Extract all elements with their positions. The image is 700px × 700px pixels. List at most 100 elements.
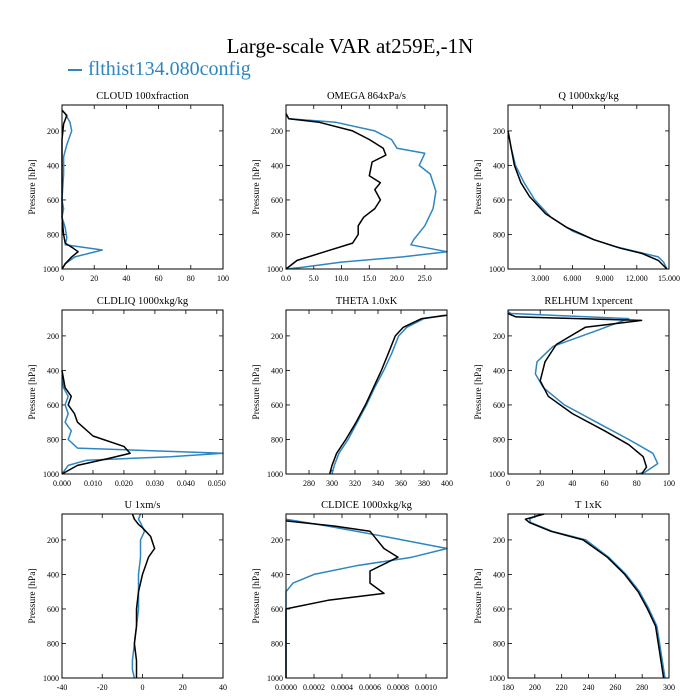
plot-frame bbox=[285, 513, 448, 679]
y-tick-label: 600 bbox=[271, 605, 283, 614]
y-tick-label: 600 bbox=[47, 401, 59, 410]
x-tick-label: 0.0006 bbox=[359, 683, 381, 692]
y-axis-label: Pressure [hPa] bbox=[474, 364, 484, 419]
x-tick-label: 0.0010 bbox=[415, 683, 437, 692]
x-tick-label: 0.000 bbox=[53, 479, 71, 488]
x-tick-label: 20.0 bbox=[390, 274, 404, 283]
y-tick-label: 800 bbox=[271, 230, 283, 239]
chart-panel: OMEGA 864xPa/s Pressure [hPa] 0.0 5.0 10.0 15… bbox=[252, 91, 448, 283]
chart-panel: T 1xK Pressure [hPa] 180 200 220 240 260 280 300… bbox=[474, 500, 675, 692]
y-tick-label: 1000 bbox=[43, 265, 59, 274]
x-tick-label: 0.020 bbox=[115, 479, 133, 488]
series-line bbox=[131, 513, 156, 678]
y-axis-label: Pressure [hPa] bbox=[252, 364, 262, 419]
y-tick-label: 400 bbox=[47, 161, 59, 170]
y-tick-label: 400 bbox=[271, 366, 283, 375]
y-tick-label: 400 bbox=[47, 570, 59, 579]
y-tick-label: 200 bbox=[493, 332, 505, 341]
y-tick-label: 200 bbox=[47, 536, 59, 545]
y-axis-label: Pressure [hPa] bbox=[252, 568, 262, 623]
plot-frame bbox=[285, 309, 448, 475]
chart-title: U 1xm/s bbox=[125, 500, 161, 511]
x-tick-label: 320 bbox=[349, 479, 361, 488]
series-line bbox=[285, 113, 387, 270]
y-axis-label: Pressure [hPa] bbox=[28, 568, 38, 623]
y-tick-label: 400 bbox=[493, 366, 505, 375]
x-tick-label: 360 bbox=[395, 479, 407, 488]
plot-frame bbox=[61, 104, 224, 270]
plot-frame bbox=[507, 513, 670, 679]
x-tick-label: 0 bbox=[60, 274, 64, 283]
y-axis-label: Pressure [hPa] bbox=[474, 568, 484, 623]
legend-label: flthist134.080config bbox=[88, 58, 251, 80]
x-tick-label: 180 bbox=[502, 683, 514, 692]
x-tick-label: 240 bbox=[583, 683, 595, 692]
series-line bbox=[285, 113, 448, 270]
y-tick-label: 200 bbox=[493, 127, 505, 136]
y-tick-label: 800 bbox=[493, 435, 505, 444]
x-tick-label: 0 bbox=[506, 479, 510, 488]
y-tick-label: 800 bbox=[493, 230, 505, 239]
x-tick-label: 20 bbox=[179, 683, 187, 692]
series-line bbox=[507, 312, 648, 475]
plot-frame bbox=[285, 104, 448, 270]
series-line bbox=[528, 513, 666, 679]
x-tick-label: 20 bbox=[536, 479, 544, 488]
x-tick-label: 80 bbox=[187, 274, 195, 283]
x-tick-label: 0.010 bbox=[84, 479, 102, 488]
y-axis-label: Pressure [hPa] bbox=[28, 159, 38, 214]
x-tick-label: -20 bbox=[97, 683, 108, 692]
x-tick-label: 0.040 bbox=[177, 479, 195, 488]
x-tick-label: 80 bbox=[633, 479, 641, 488]
y-tick-label: 800 bbox=[271, 639, 283, 648]
y-tick-label: 200 bbox=[271, 536, 283, 545]
plot-frame bbox=[61, 513, 224, 679]
y-tick-label: 200 bbox=[493, 536, 505, 545]
chart-panel: THETA 1.0xK Pressure [hPa] 280 300 320 340 360… bbox=[252, 296, 453, 488]
plot-frame bbox=[507, 309, 670, 475]
chart-panel: CLOUD 100xfraction Pressure [hPa] 0 20 40 60 8… bbox=[28, 91, 229, 283]
x-tick-label: 10.0 bbox=[335, 274, 349, 283]
x-tick-label: 20 bbox=[90, 274, 98, 283]
y-tick-label: 200 bbox=[271, 332, 283, 341]
y-tick-label: 800 bbox=[493, 639, 505, 648]
y-tick-label: 400 bbox=[47, 366, 59, 375]
x-tick-label: 100 bbox=[663, 479, 675, 488]
x-tick-label: 0.0002 bbox=[303, 683, 325, 692]
chart-panel: CLDICE 1000xkg/kg Pressure [hPa] 0.0000 0.0… bbox=[252, 500, 448, 692]
x-tick-label: 0.0 bbox=[281, 274, 291, 283]
x-tick-label: 200 bbox=[529, 683, 541, 692]
y-axis-label: Pressure [hPa] bbox=[28, 364, 38, 419]
series-line bbox=[507, 130, 668, 270]
series-line bbox=[524, 513, 665, 679]
y-tick-label: 600 bbox=[493, 196, 505, 205]
x-tick-label: 260 bbox=[609, 683, 621, 692]
x-tick-label: 6.000 bbox=[563, 274, 581, 283]
x-tick-label: 15.000 bbox=[658, 274, 680, 283]
x-tick-label: 0.0000 bbox=[275, 683, 297, 692]
y-tick-label: 600 bbox=[493, 605, 505, 614]
y-tick-label: 1000 bbox=[267, 265, 283, 274]
y-tick-label: 600 bbox=[271, 196, 283, 205]
x-tick-label: -40 bbox=[57, 683, 68, 692]
y-tick-label: 1000 bbox=[489, 265, 505, 274]
series-line bbox=[331, 314, 445, 475]
legend-line-swatch bbox=[68, 69, 82, 72]
y-tick-label: 1000 bbox=[489, 470, 505, 479]
x-tick-label: 3.000 bbox=[531, 274, 549, 283]
x-tick-label: 280 bbox=[636, 683, 648, 692]
plot-frame bbox=[507, 104, 670, 270]
y-tick-label: 400 bbox=[493, 570, 505, 579]
y-tick-label: 600 bbox=[271, 401, 283, 410]
series-line bbox=[285, 520, 399, 678]
chart-title: T 1xK bbox=[575, 500, 602, 511]
chart-panel: RELHUM 1xpercent Pressure [hPa] 0 20 40 60 80 1… bbox=[474, 296, 675, 488]
series-line bbox=[131, 513, 146, 679]
x-tick-label: 280 bbox=[303, 479, 315, 488]
y-axis-label: Pressure [hPa] bbox=[474, 159, 484, 214]
y-tick-label: 200 bbox=[271, 127, 283, 136]
x-tick-label: 5.0 bbox=[309, 274, 319, 283]
series-line bbox=[285, 518, 448, 678]
series-line bbox=[507, 130, 668, 270]
